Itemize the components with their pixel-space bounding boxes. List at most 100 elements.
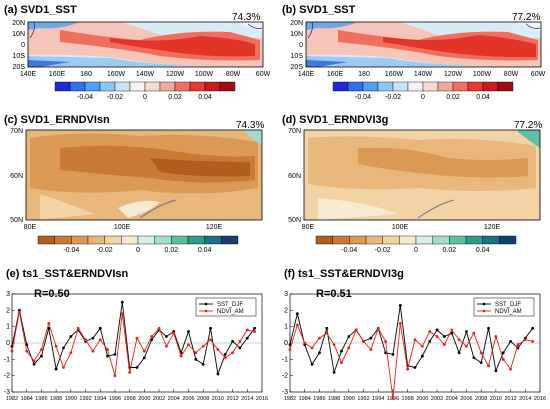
map-b-yticks: 20N 10N 0 10S 20S <box>290 20 303 71</box>
legend-label: SST_DJF <box>217 302 243 308</box>
ytick-label: 50N <box>10 217 23 224</box>
xtick-label: 120W <box>444 71 463 78</box>
data-point <box>245 328 249 332</box>
xtick-label: 100E <box>392 224 409 231</box>
colorbar-label: 0.04 <box>476 247 490 254</box>
xtick-label: 1988 <box>50 396 62 402</box>
colorbar-swatch <box>347 81 364 92</box>
data-point <box>384 339 387 343</box>
data-point <box>347 346 351 350</box>
xtick-label: 2008 <box>197 396 209 402</box>
ytick-label: 20S <box>291 64 304 71</box>
colorbar-swatch <box>69 81 86 92</box>
data-point <box>332 371 336 374</box>
xtick-label: 2004 <box>168 396 180 402</box>
panel-b-title: (b) SVD1_SST <box>282 4 356 16</box>
ytick-label: 3 <box>284 291 288 298</box>
data-point <box>165 335 168 338</box>
xtick-label: 120W <box>166 71 185 78</box>
map-c-xticks: 80E 100E 120E <box>24 224 223 231</box>
colorbar-swatch <box>407 81 424 92</box>
data-point <box>179 354 183 358</box>
xtick-label: 2010 <box>212 396 224 402</box>
xtick-label: 2006 <box>460 396 472 402</box>
ytick-label: 10N <box>12 31 25 38</box>
xtick-label: 140W <box>136 71 155 78</box>
data-point <box>310 362 314 366</box>
colorbar-swatch <box>221 235 239 245</box>
xtick-label: 1998 <box>124 396 136 402</box>
colorbar-swatch <box>71 235 89 245</box>
ytick-label: -3 <box>282 389 288 396</box>
xtick-label: 1986 <box>35 396 47 402</box>
ytick-label: -1 <box>282 356 288 363</box>
data-point <box>362 339 365 343</box>
colorbar-label: 0 <box>421 94 425 101</box>
colorbar-label: 0.04 <box>198 247 212 254</box>
colorbar-label: 0 <box>414 247 418 254</box>
colorbar-swatch <box>332 235 350 245</box>
map-sst-b: 20N 10N 0 10S 20S 140E 160E 180 160W 140… <box>290 20 545 101</box>
data-point <box>54 367 58 371</box>
ytick-label: 20N <box>12 20 25 27</box>
legend-label: SST_DJF <box>495 302 521 308</box>
xtick-label: 1998 <box>402 396 414 402</box>
colorbar-swatch <box>482 81 499 92</box>
data-point <box>187 330 190 333</box>
ytick-label: 2 <box>6 307 10 314</box>
panel-f-title: (f) ts1_SST&ERNDVI3g <box>284 268 404 280</box>
xtick-label: 160E <box>327 71 344 78</box>
ytick-label: 60N <box>10 173 23 180</box>
data-point <box>487 326 490 330</box>
colorbar-swatch <box>362 81 379 92</box>
series-line-ndvi <box>289 323 533 399</box>
panel-b-percent: 77.2% <box>512 12 541 23</box>
colorbar-swatch <box>315 235 333 245</box>
colorbar-sst-b: -0.04 -0.02 0 0.02 0.04 <box>332 81 514 101</box>
map-sst-a: 20N 10N 0 10S 20S 140E 160E 180 160W 140… <box>12 20 271 101</box>
data-point <box>32 362 36 366</box>
data-point <box>47 322 51 325</box>
data-point <box>91 349 95 353</box>
data-point <box>501 351 505 355</box>
ytick-label: 70N <box>288 128 301 135</box>
colorbar-ndvi-d: -0.04 -0.02 0 0.02 0.04 <box>315 235 517 254</box>
ytick-label: 20S <box>13 64 26 71</box>
map-c-yticks: 70N 60N 50N <box>10 128 23 224</box>
data-point <box>420 344 424 348</box>
data-point <box>369 336 373 340</box>
data-point <box>420 354 424 358</box>
data-point <box>113 353 117 356</box>
data-point <box>54 344 58 348</box>
xtick-label: 80W <box>226 71 241 78</box>
map-c-field <box>25 129 263 221</box>
xtick-label: 1994 <box>94 396 106 402</box>
panel-e-title: (e) ts1_SST&ERNDVIsn <box>6 268 129 280</box>
legend-label: NDVI_AM <box>217 309 244 315</box>
colorbar-label: 0.02 <box>165 247 179 254</box>
data-point <box>413 338 417 342</box>
data-point <box>398 322 402 325</box>
data-point <box>479 361 483 364</box>
data-point <box>223 353 227 356</box>
data-point <box>98 338 102 342</box>
colorbar-swatch <box>187 235 205 245</box>
panel-a-title: (a) SVD1_SST <box>4 4 77 16</box>
data-point <box>113 374 117 378</box>
data-point <box>209 338 212 342</box>
colorbar-label: -0.02 <box>97 247 113 254</box>
data-point <box>501 357 505 361</box>
map-a-xticks: 140E 160E 180 160W 140W 120W 100W 80W 60… <box>20 71 271 78</box>
colorbar-label: -0.02 <box>375 247 391 254</box>
data-point <box>450 328 454 332</box>
colorbar-swatch <box>392 81 409 92</box>
colorbar-label: 0 <box>136 247 140 254</box>
ytick-label: 1 <box>284 324 288 331</box>
ytick-label: 0 <box>299 42 303 49</box>
xtick-label: 1984 <box>21 396 33 402</box>
data-point <box>325 331 329 335</box>
timeseries-chart-f: -3 -2 -1 0 1 2 3 1982 1984 1986 1988 1990 1992 1994 19… <box>282 291 546 402</box>
ytick-label: -3 <box>4 389 10 396</box>
xtick-label: 1992 <box>357 396 369 402</box>
data-point <box>76 326 80 330</box>
